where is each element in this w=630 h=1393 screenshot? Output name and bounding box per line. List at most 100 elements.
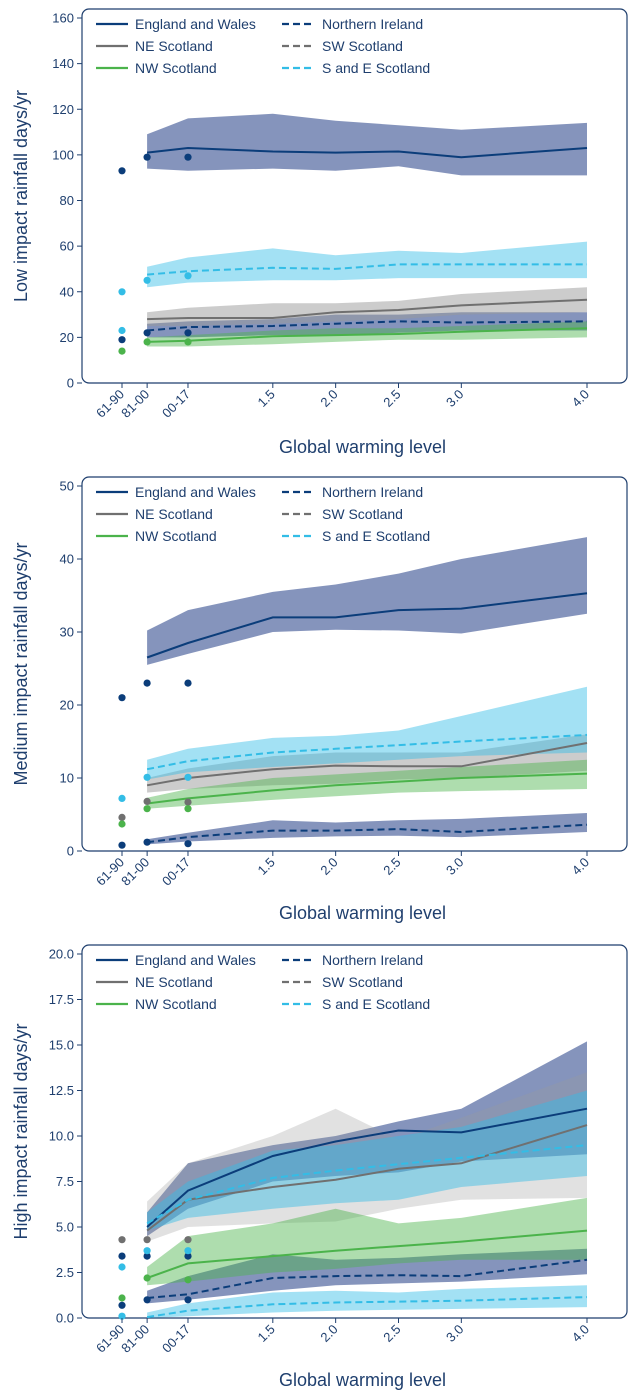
legend-label: NW Scotland bbox=[135, 528, 217, 544]
observation-point bbox=[184, 338, 192, 346]
observation-point bbox=[118, 336, 126, 344]
observation-point bbox=[143, 805, 151, 813]
x-tick-label: 3.0 bbox=[443, 387, 466, 410]
observation-point bbox=[184, 1247, 192, 1255]
uncertainty-band bbox=[147, 1072, 587, 1242]
observation-point bbox=[143, 1236, 151, 1244]
observation-point bbox=[143, 153, 151, 161]
y-tick-label: 80 bbox=[60, 193, 74, 208]
series-line bbox=[146, 733, 588, 771]
y-axis-title: Medium impact rainfall days/yr bbox=[11, 542, 31, 785]
y-tick-label: 20 bbox=[60, 698, 74, 713]
y-tick-label: 160 bbox=[52, 11, 74, 26]
y-tick-label: 15.0 bbox=[49, 1038, 74, 1053]
x-axis-title: Global warming level bbox=[279, 1370, 446, 1390]
uncertainty-band bbox=[147, 1041, 587, 1237]
observation-point bbox=[143, 838, 151, 846]
y-tick-label: 10 bbox=[60, 771, 74, 786]
observation-point bbox=[118, 813, 126, 822]
legend: England and Wales NE Scotland NW Scotland N… bbox=[96, 484, 430, 544]
x-tick-label: 61-90 bbox=[93, 387, 127, 421]
uncertainty-band bbox=[147, 113, 587, 176]
y-tick-label: 40 bbox=[60, 552, 74, 567]
observation-point bbox=[143, 679, 151, 687]
y-tick-label: 40 bbox=[60, 284, 74, 299]
observation-point bbox=[143, 797, 151, 806]
observation-point bbox=[184, 153, 192, 161]
observation-point bbox=[118, 167, 126, 175]
x-axis-title: Global warming level bbox=[279, 437, 446, 457]
uncertainty-band bbox=[147, 312, 587, 338]
x-tick-label: 61-90 bbox=[93, 855, 127, 889]
x-tick-label: 2.0 bbox=[317, 855, 340, 878]
x-tick-label: 2.5 bbox=[380, 1322, 403, 1345]
uncertainty-band bbox=[147, 1197, 587, 1286]
y-tick-label: 20 bbox=[60, 330, 74, 345]
x-tick-label: 1.5 bbox=[255, 855, 278, 878]
observation-point bbox=[143, 338, 151, 346]
observation-point bbox=[184, 840, 192, 848]
y-tick-label: 50 bbox=[60, 479, 74, 494]
legend-label: SW Scotland bbox=[322, 38, 403, 54]
legend-label: Northern Ireland bbox=[322, 16, 423, 32]
uncertainty-band bbox=[147, 686, 587, 780]
series-line bbox=[146, 592, 588, 659]
series-line bbox=[147, 298, 588, 321]
x-tick-label: 00-17 bbox=[159, 1322, 193, 1356]
observation-point bbox=[143, 1296, 151, 1304]
x-tick-label: 00-17 bbox=[159, 855, 193, 889]
x-tick-label: 3.0 bbox=[443, 1322, 466, 1345]
observation-point bbox=[118, 1263, 126, 1271]
series-line bbox=[146, 1229, 588, 1279]
series-line bbox=[147, 1258, 588, 1299]
x-tick-label: 2.5 bbox=[380, 855, 403, 878]
legend-label: S and E Scotland bbox=[322, 60, 430, 76]
series-line bbox=[146, 1296, 588, 1319]
series-line bbox=[146, 146, 588, 159]
y-tick-label: 12.5 bbox=[49, 1083, 74, 1098]
observation-point bbox=[143, 1252, 151, 1260]
x-axis-title: Global warming level bbox=[279, 903, 446, 923]
observation-point bbox=[118, 1301, 126, 1309]
legend-label: NE Scotland bbox=[135, 506, 213, 522]
x-tick-label: 61-90 bbox=[93, 1322, 127, 1356]
uncertainty-band bbox=[147, 241, 587, 288]
y-tick-label: 0.0 bbox=[56, 1311, 74, 1326]
series-line bbox=[147, 320, 588, 332]
observation-point bbox=[118, 1252, 126, 1260]
x-tick-label: 4.0 bbox=[569, 387, 592, 410]
observation-point bbox=[184, 798, 192, 806]
legend-label: Northern Ireland bbox=[322, 952, 423, 968]
series-line bbox=[146, 823, 588, 844]
observation-point bbox=[184, 1236, 192, 1244]
observation-point bbox=[118, 1236, 126, 1244]
legend-label: England and Wales bbox=[135, 16, 256, 32]
y-tick-label: 100 bbox=[52, 147, 74, 162]
legend: England and Wales NE Scotland NW Scotland N… bbox=[96, 16, 430, 76]
observation-point bbox=[118, 694, 126, 702]
observation-point bbox=[184, 329, 192, 337]
plot-frame bbox=[81, 8, 628, 384]
x-tick-label: 2.0 bbox=[317, 1322, 340, 1345]
observation-point bbox=[184, 1296, 192, 1304]
plot-frame bbox=[81, 944, 628, 1319]
observation-point bbox=[118, 288, 126, 296]
series-line bbox=[146, 772, 588, 805]
y-tick-label: 0 bbox=[67, 844, 74, 859]
x-tick-label: 1.5 bbox=[255, 1322, 278, 1345]
y-tick-label: 20.0 bbox=[49, 947, 74, 962]
legend: England and Wales NE Scotland NW Scotland N… bbox=[96, 952, 430, 1012]
observation-point bbox=[118, 347, 126, 355]
observation-point bbox=[143, 276, 151, 284]
observation-point bbox=[184, 272, 192, 280]
x-tick-label: 81-00 bbox=[118, 1322, 152, 1356]
legend-label: NE Scotland bbox=[135, 974, 213, 990]
legend-label: England and Wales bbox=[135, 952, 256, 968]
series-line bbox=[146, 1144, 588, 1225]
y-tick-label: 0 bbox=[67, 376, 74, 391]
observation-point bbox=[143, 1274, 151, 1282]
series-line bbox=[146, 1107, 588, 1228]
observation-point bbox=[118, 841, 126, 849]
